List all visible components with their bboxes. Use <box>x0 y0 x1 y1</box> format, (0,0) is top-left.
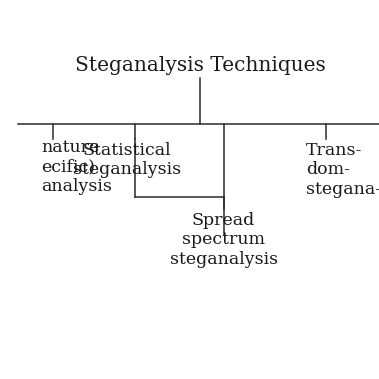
Text: Steganalysis Techniques: Steganalysis Techniques <box>75 56 326 75</box>
Text: Statistical
steganalysis: Statistical steganalysis <box>73 142 181 179</box>
Text: Trans-
dom-
stegana-: Trans- dom- stegana- <box>306 142 379 198</box>
Text: nature
ecific)
analysis: nature ecific) analysis <box>42 139 113 195</box>
Text: Spread
spectrum
steganalysis: Spread spectrum steganalysis <box>169 212 278 268</box>
